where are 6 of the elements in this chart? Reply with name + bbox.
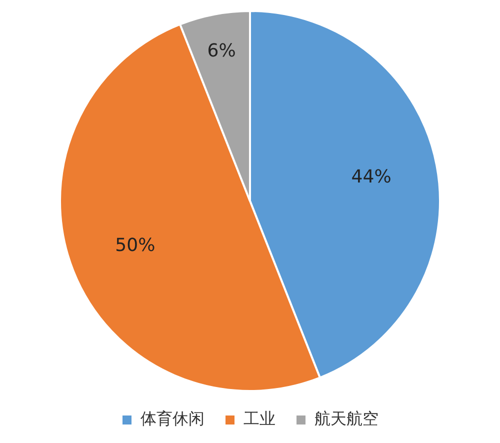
legend-label: 工业 (244, 409, 276, 428)
data-label: 6% (207, 40, 236, 62)
data-label: 44% (351, 166, 392, 188)
legend-label: 航天航空 (314, 409, 378, 428)
data-label: 50% (115, 235, 156, 256)
legend-label: 体育休闲 (140, 409, 204, 428)
